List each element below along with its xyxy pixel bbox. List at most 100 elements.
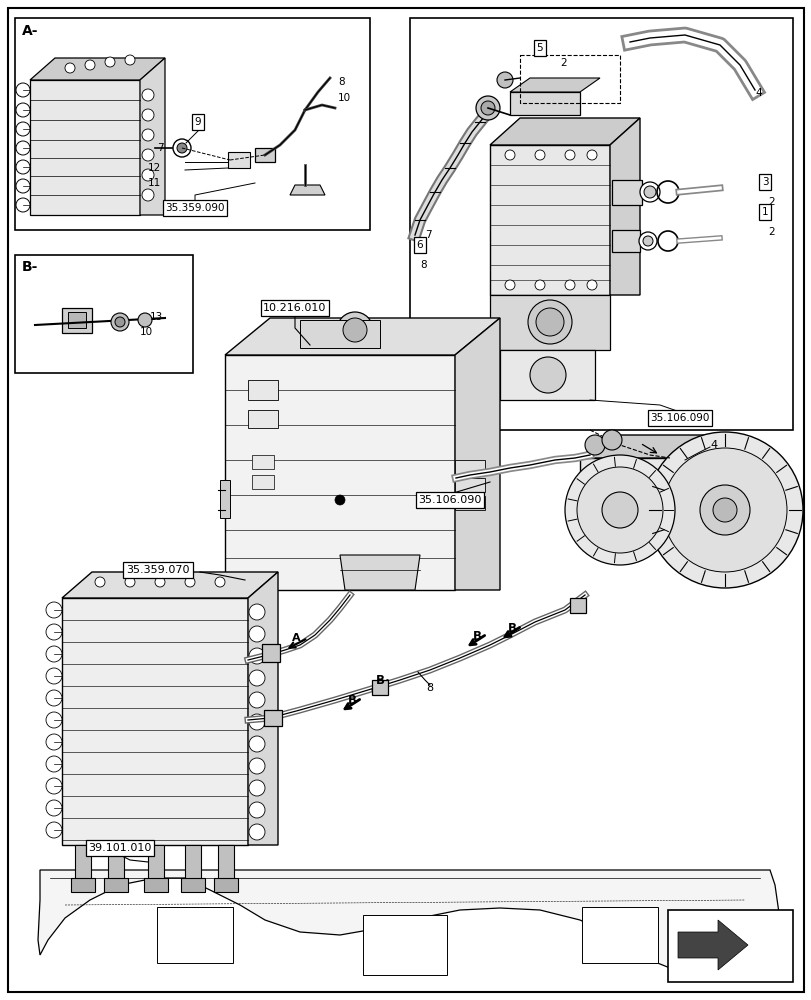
Polygon shape <box>500 350 594 400</box>
Circle shape <box>65 63 75 73</box>
Text: 12: 12 <box>148 163 161 173</box>
Circle shape <box>249 648 264 664</box>
Polygon shape <box>489 145 609 295</box>
Bar <box>262 644 280 662</box>
Polygon shape <box>214 878 238 892</box>
Circle shape <box>601 430 621 450</box>
Bar <box>247 380 277 400</box>
Circle shape <box>46 602 62 618</box>
Circle shape <box>46 646 62 662</box>
Polygon shape <box>677 920 747 970</box>
Circle shape <box>530 357 565 393</box>
Bar <box>251 475 273 489</box>
Polygon shape <box>217 845 234 880</box>
Bar <box>454 496 484 510</box>
Bar <box>15 255 193 373</box>
Bar <box>363 915 446 975</box>
Circle shape <box>475 96 500 120</box>
Polygon shape <box>68 312 86 328</box>
Text: 7: 7 <box>424 230 431 240</box>
Polygon shape <box>579 458 679 540</box>
Circle shape <box>177 143 187 153</box>
Bar <box>264 710 281 726</box>
Circle shape <box>249 736 264 752</box>
Text: 10: 10 <box>337 93 350 103</box>
Circle shape <box>496 72 513 88</box>
Text: 10.216.010: 10.216.010 <box>263 303 326 313</box>
Circle shape <box>16 83 30 97</box>
Circle shape <box>586 150 596 160</box>
Polygon shape <box>509 78 599 92</box>
Circle shape <box>173 139 191 157</box>
Polygon shape <box>108 845 124 880</box>
Text: 39.101.010: 39.101.010 <box>88 843 152 853</box>
Circle shape <box>642 236 652 246</box>
Bar <box>299 320 380 348</box>
Polygon shape <box>148 845 164 880</box>
Circle shape <box>46 734 62 750</box>
Text: 5: 5 <box>536 43 543 53</box>
Bar <box>454 460 484 474</box>
Bar <box>157 907 233 963</box>
Text: 8: 8 <box>337 77 344 87</box>
Text: 35.106.090: 35.106.090 <box>418 495 481 505</box>
Bar <box>519 55 620 103</box>
Text: B: B <box>347 694 356 706</box>
Bar <box>220 480 230 518</box>
Polygon shape <box>454 318 500 590</box>
Circle shape <box>185 577 195 587</box>
Text: 10: 10 <box>139 327 153 337</box>
Circle shape <box>46 690 62 706</box>
Circle shape <box>142 129 154 141</box>
Polygon shape <box>489 295 609 350</box>
Text: B: B <box>507 621 516 635</box>
Circle shape <box>142 89 154 101</box>
Circle shape <box>115 317 125 327</box>
Bar <box>611 180 642 205</box>
Circle shape <box>504 150 514 160</box>
Circle shape <box>564 150 574 160</box>
Text: 4: 4 <box>709 440 716 450</box>
Bar <box>15 18 370 230</box>
Circle shape <box>249 692 264 708</box>
Circle shape <box>249 714 264 730</box>
Polygon shape <box>30 58 165 80</box>
Text: 2: 2 <box>767 227 774 237</box>
Polygon shape <box>62 572 277 598</box>
Circle shape <box>46 778 62 794</box>
Circle shape <box>105 57 115 67</box>
Circle shape <box>504 280 514 290</box>
Bar <box>371 680 388 695</box>
Circle shape <box>643 186 655 198</box>
Circle shape <box>699 485 749 535</box>
Text: 11: 11 <box>148 178 161 188</box>
Circle shape <box>16 160 30 174</box>
Bar <box>251 455 273 469</box>
Circle shape <box>249 758 264 774</box>
Polygon shape <box>679 435 705 540</box>
Polygon shape <box>104 878 128 892</box>
Circle shape <box>527 300 571 344</box>
Circle shape <box>638 232 656 250</box>
Text: 2: 2 <box>767 197 774 207</box>
Circle shape <box>564 455 674 565</box>
Circle shape <box>46 800 62 816</box>
Polygon shape <box>62 308 92 333</box>
Polygon shape <box>579 435 705 458</box>
Circle shape <box>342 318 367 342</box>
Polygon shape <box>181 878 204 892</box>
Bar <box>667 910 792 982</box>
Text: B-: B- <box>22 260 38 274</box>
Circle shape <box>663 448 786 572</box>
Circle shape <box>335 495 345 505</box>
Polygon shape <box>38 870 779 975</box>
Polygon shape <box>509 92 579 115</box>
Circle shape <box>142 189 154 201</box>
Circle shape <box>138 313 152 327</box>
Circle shape <box>16 198 30 212</box>
Circle shape <box>155 577 165 587</box>
Polygon shape <box>139 58 165 215</box>
Text: 1: 1 <box>761 207 767 217</box>
Circle shape <box>534 150 544 160</box>
Bar <box>569 598 586 613</box>
